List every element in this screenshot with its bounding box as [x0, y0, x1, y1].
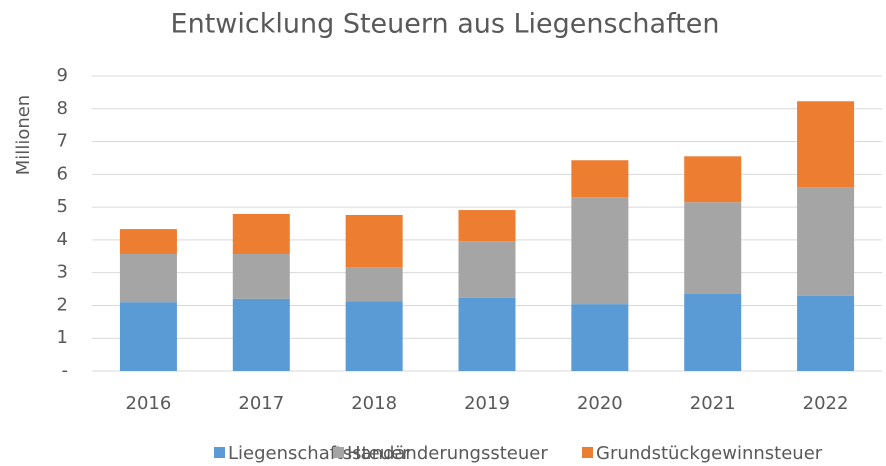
y-tick-label: 7 [57, 131, 68, 152]
bar-segment [345, 214, 403, 268]
legend-label: Handänderungssteuer [347, 443, 548, 464]
x-tick-label: 2021 [690, 393, 736, 414]
bar-segment [232, 253, 290, 299]
bar-segment [458, 297, 516, 371]
x-tick-label: 2019 [464, 393, 510, 414]
bar-segment [684, 156, 742, 203]
x-tick-label: 2018 [351, 393, 397, 414]
y-tick-label: 2 [57, 294, 68, 315]
y-tick-label: 1 [57, 327, 68, 348]
y-tick-label: 3 [57, 262, 68, 283]
bar-segment [797, 101, 855, 188]
bar-segment [119, 229, 177, 254]
bar-segment [345, 267, 403, 302]
legend-swatch [214, 447, 225, 458]
bar-segment [232, 213, 290, 254]
y-tick-label: 5 [57, 196, 68, 217]
x-tick-label: 2022 [803, 393, 849, 414]
bar-segment [571, 304, 629, 371]
x-tick-label: 2020 [577, 393, 623, 414]
y-tick-label: - [62, 360, 69, 381]
legend-swatch [333, 447, 344, 458]
bar-segment [684, 202, 742, 294]
y-tick-label: 9 [57, 65, 68, 86]
y-tick-label: 8 [57, 98, 68, 119]
bar-segment [119, 253, 177, 303]
x-tick-label: 2016 [126, 393, 172, 414]
chart-title: Entwicklung Steuern aus Liegenschaften [171, 9, 720, 40]
bar-segment [119, 302, 177, 371]
bar-segment [571, 160, 629, 198]
bar-segment [684, 293, 742, 371]
bar-segment [458, 241, 516, 298]
bar-segment [458, 210, 516, 242]
y-axis-label: Millionen [13, 95, 34, 175]
bar-segment [232, 298, 290, 371]
x-tick-label: 2017 [238, 393, 284, 414]
bar-segment [797, 295, 855, 371]
bar-segment [571, 197, 629, 305]
legend-label: Grundstückgewinnsteuer [596, 443, 823, 464]
legend-swatch [582, 447, 593, 458]
legend-label: Liegenschaftssteuer [228, 443, 410, 464]
y-tick-label: 6 [57, 163, 68, 184]
bar-segment [345, 301, 403, 371]
y-tick-label: 4 [57, 229, 68, 250]
bar-segment [797, 187, 855, 296]
